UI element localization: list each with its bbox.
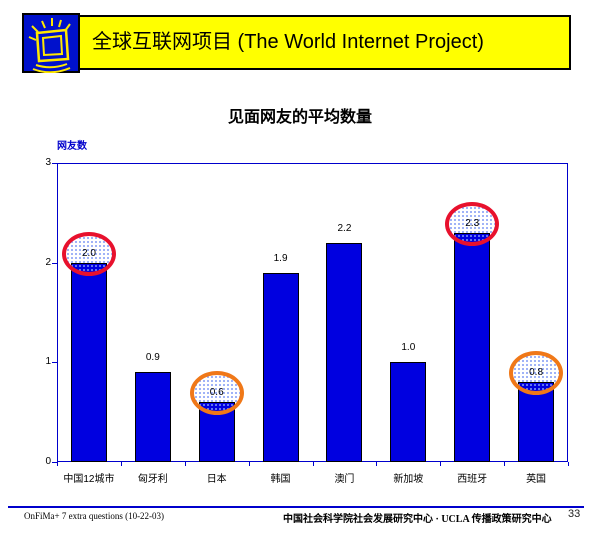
red-ellipse-annotation [445, 201, 500, 246]
x-tick-mark [184, 462, 186, 466]
bar-value-label: 0.8 [529, 367, 544, 379]
y-tick-label: 0 [45, 456, 51, 467]
bar-英国 [518, 382, 555, 462]
x-category-label: 新加坡 [393, 474, 424, 485]
x-category-label: 西班牙 [457, 474, 488, 485]
bar-value-label: 1.0 [401, 342, 416, 354]
chart-title: 见面网友的平均数量 [227, 109, 372, 126]
monitor-burst-icon [22, 13, 80, 73]
bar-value-label: 2.2 [337, 222, 352, 234]
page-number: 33 [568, 508, 581, 520]
bar-value-label: 2.0 [81, 247, 96, 259]
bar-value-label: 2.3 [465, 217, 480, 229]
x-category-label: 韩国 [270, 474, 291, 485]
footer-organizations: 中国社会科学院社会发展研究中心 · UCLA 传播政策研究中心 [283, 514, 552, 525]
x-tick-mark [248, 462, 250, 466]
orange-ellipse-annotation [189, 371, 244, 416]
x-tick-mark [120, 462, 122, 466]
header-title: 全球互联网项目 (The World Internet Project) [92, 31, 484, 53]
header-banner: 全球互联网项目 (The World Internet Project) [22, 15, 571, 70]
bar-新加坡 [390, 362, 427, 462]
x-category-label: 澳门 [334, 474, 355, 485]
y-tick-label: 2 [45, 256, 51, 268]
bar-value-label: 0.9 [145, 352, 160, 364]
y-tick-label: 1 [45, 356, 51, 368]
x-category-label: 匈牙利 [137, 474, 168, 485]
x-tick-mark [440, 462, 442, 466]
y-tick-label: 3 [45, 157, 51, 168]
bar-value-label: 1.9 [273, 252, 288, 264]
bar-value-label: 0.6 [209, 387, 224, 399]
bar-匈牙利 [134, 372, 171, 462]
bar-西班牙 [454, 232, 491, 462]
x-category-label: 中国12城市 [63, 474, 115, 485]
bar-中国12城市 [70, 262, 107, 462]
footer-divider [8, 506, 584, 508]
y-tick-mark [52, 262, 57, 264]
x-category-label: 日本 [206, 474, 227, 485]
x-tick-mark [376, 462, 378, 466]
y-tick-mark [52, 362, 57, 364]
y-tick-mark [52, 163, 57, 164]
bar-韩国 [262, 272, 299, 462]
x-tick-mark [312, 462, 314, 466]
x-category-label: 英国 [526, 474, 547, 485]
footer-filename: OnFiMa+ 7 extra questions (10-22-03) [24, 511, 165, 521]
x-tick-mark [504, 462, 506, 466]
y-tick-mark [52, 462, 57, 463]
orange-ellipse-annotation [509, 351, 564, 396]
bar-澳门 [326, 242, 363, 462]
red-ellipse-annotation [61, 231, 116, 276]
x-tick-mark [57, 462, 58, 466]
x-tick-mark [568, 462, 569, 466]
y-axis-title: 网友数 [57, 141, 87, 152]
